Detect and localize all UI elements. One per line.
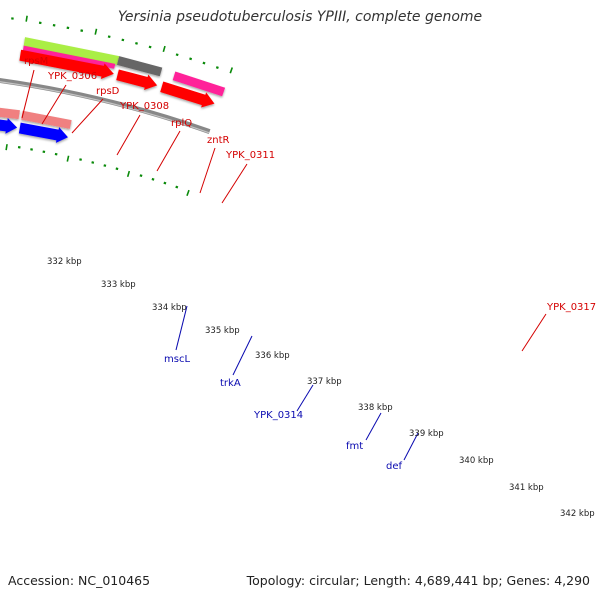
tick-mark	[5, 144, 8, 151]
kbp-label: 340 kbp	[459, 456, 494, 466]
tick-mark	[175, 185, 179, 189]
tick-mark	[91, 161, 95, 164]
kbp-label: 333 kbp	[101, 280, 136, 290]
backbone-highlight	[0, 81, 210, 134]
forward-gene-label: rpsM	[24, 56, 48, 67]
leader-line	[71, 98, 104, 134]
tick-mark	[162, 45, 166, 53]
forward-gene-block	[172, 71, 226, 97]
tick-mark	[115, 167, 119, 171]
leader-line	[21, 69, 35, 119]
tick-mark	[66, 155, 70, 162]
leader-line	[403, 432, 419, 461]
forward-cds-arrow	[160, 81, 215, 108]
forward-gene-label: zntR	[207, 135, 230, 146]
reverse-cds-arrow	[18, 122, 68, 143]
leader-line	[365, 412, 382, 441]
forward-gene-block	[117, 56, 163, 77]
tick-mark	[229, 67, 234, 74]
label-leader-lines	[21, 69, 547, 461]
leader-line	[41, 84, 67, 125]
reverse-gene-block	[21, 110, 72, 129]
leader-line	[221, 163, 248, 204]
kbp-label: 341 kbp	[509, 483, 544, 493]
forward-gene-label: YPK_0311	[225, 150, 275, 161]
tick-mark	[189, 57, 193, 61]
reverse-gene-block	[0, 107, 20, 120]
forward-gene-label: YPK_0306	[47, 71, 97, 82]
reverse-gene-label: YPK_0314	[253, 410, 303, 421]
reverse-gene-label: def	[386, 461, 403, 472]
gene-features	[0, 37, 226, 143]
genome-backbone	[0, 77, 211, 134]
kbp-label: 337 kbp	[307, 377, 342, 387]
forward-cds-arrow	[116, 69, 158, 91]
kbp-label: 339 kbp	[409, 429, 444, 439]
forward-gene-label: YPK_0308	[119, 101, 169, 112]
leader-line	[521, 313, 547, 352]
accession-text: Accession: NC_010465	[8, 573, 151, 588]
tick-mark	[126, 170, 131, 178]
tick-mark	[139, 174, 143, 178]
leader-line	[296, 384, 314, 412]
forward-gene-label: rplQ	[171, 118, 192, 129]
reverse-gene-label: mscL	[164, 354, 190, 365]
tick-mark	[186, 189, 190, 197]
tick-mark	[148, 45, 152, 49]
kbp-label: 338 kbp	[358, 403, 393, 413]
leader-line	[232, 335, 253, 376]
leader-line	[199, 147, 216, 194]
kbp-label: 332 kbp	[47, 257, 82, 267]
tick-mark	[121, 38, 125, 42]
forward-gene-block	[23, 37, 120, 65]
leader-line	[116, 114, 141, 156]
kbp-label: 334 kbp	[152, 303, 187, 313]
leader-line	[156, 130, 181, 172]
forward-cds-arrow	[19, 49, 114, 79]
tick-mark	[215, 66, 219, 69]
tick-mark	[135, 42, 138, 45]
kbp-label: 342 kbp	[560, 509, 595, 519]
map-title: Yersinia pseudotuberculosis YPIII, compl…	[117, 9, 483, 25]
leader-line	[175, 305, 188, 351]
forward-gene-strip	[22, 45, 116, 69]
forward-gene-label: rpsD	[96, 86, 120, 97]
reverse-gene-label: fmt	[346, 441, 363, 452]
tick-mark	[94, 28, 98, 35]
genome-summary-text: Topology: circular; Length: 4,689,441 bp…	[246, 573, 590, 588]
tick-mark	[151, 177, 155, 181]
scale-ticks	[5, 15, 234, 197]
tick-mark	[25, 15, 28, 22]
kbp-label: 336 kbp	[255, 351, 290, 361]
tick-mark	[175, 53, 179, 57]
tick-mark	[202, 61, 206, 65]
tick-mark	[103, 164, 107, 167]
reverse-cds-arrow	[0, 117, 18, 134]
tick-mark	[163, 181, 167, 185]
reverse-gene-label: trkA	[220, 378, 241, 389]
forward-gene-label: YPK_0317	[546, 302, 596, 313]
kbp-label: 335 kbp	[205, 326, 240, 336]
backbone-arc	[0, 77, 211, 134]
kbp-labels: 332 kbp 333 kbp 334 kbp 335 kbp 336 kbp 337 k…	[47, 257, 595, 519]
